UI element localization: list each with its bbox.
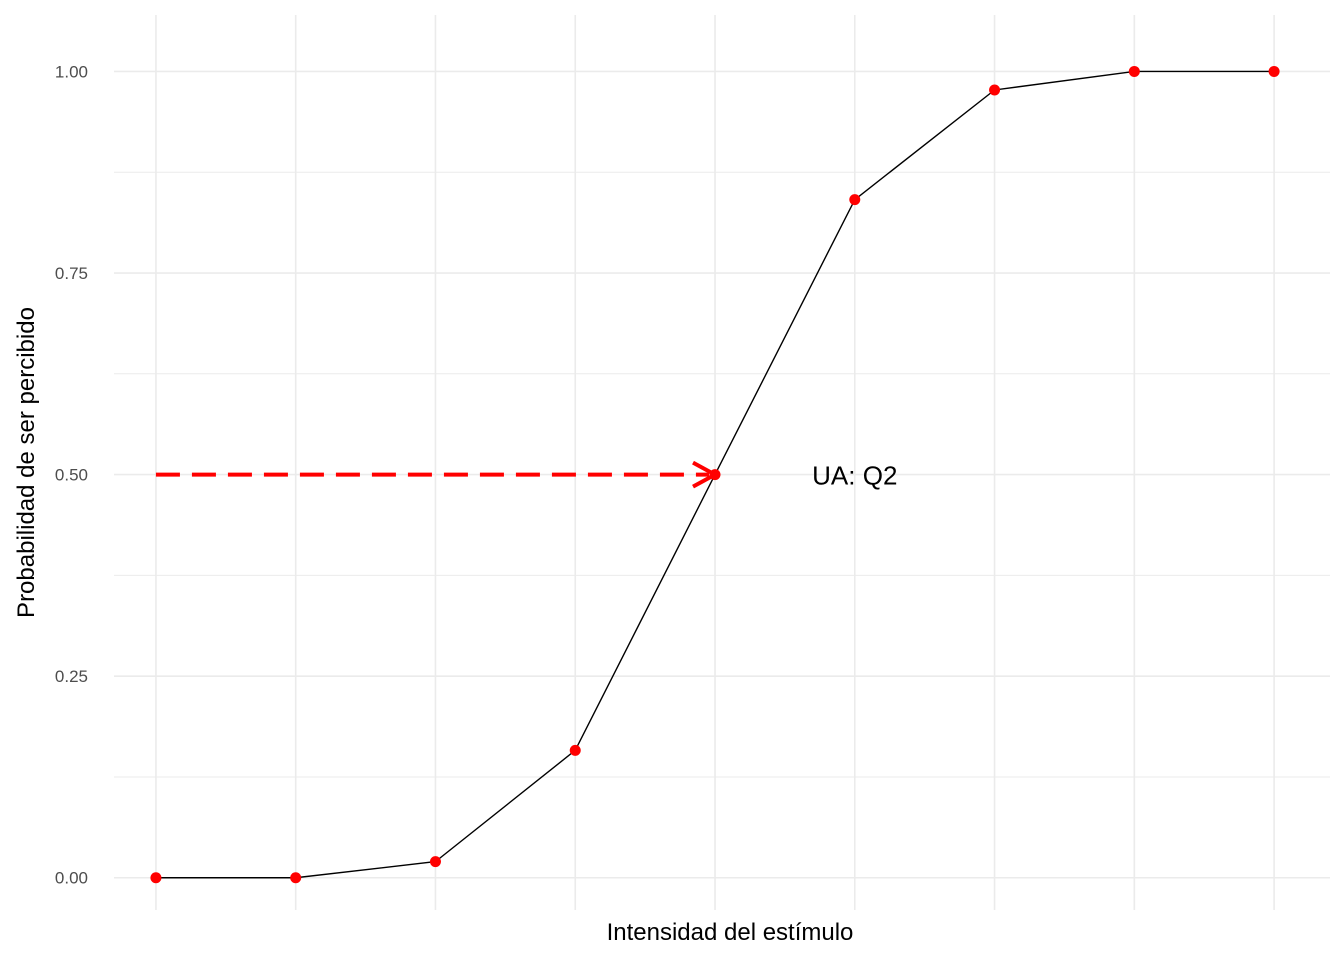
- data-point-7: [1128, 65, 1140, 77]
- data-point-0: [150, 872, 162, 884]
- series-points: [150, 65, 1280, 884]
- data-point-5: [849, 194, 861, 206]
- y-tick-label: 0.50: [55, 466, 88, 485]
- annotation-label: UA: Q2: [812, 461, 897, 491]
- data-point-8: [1268, 65, 1280, 77]
- y-axis-ticks: 0.00 0.25 0.50 0.75 1.00: [55, 62, 88, 887]
- y-axis-title: Probabilidad de ser percibido: [13, 307, 40, 618]
- grid-layer: [114, 15, 1330, 910]
- y-tick-label: 0.00: [55, 869, 88, 888]
- data-point-3: [569, 744, 581, 756]
- y-tick-label: 1.00: [55, 62, 88, 81]
- x-axis-title: Intensidad del estímulo: [607, 919, 854, 946]
- y-tick-label: 0.25: [55, 667, 88, 686]
- data-point-6: [989, 84, 1001, 96]
- y-tick-label: 0.75: [55, 264, 88, 283]
- data-point-2: [429, 856, 441, 868]
- data-point-1: [290, 872, 302, 884]
- data-point-4: [709, 469, 721, 481]
